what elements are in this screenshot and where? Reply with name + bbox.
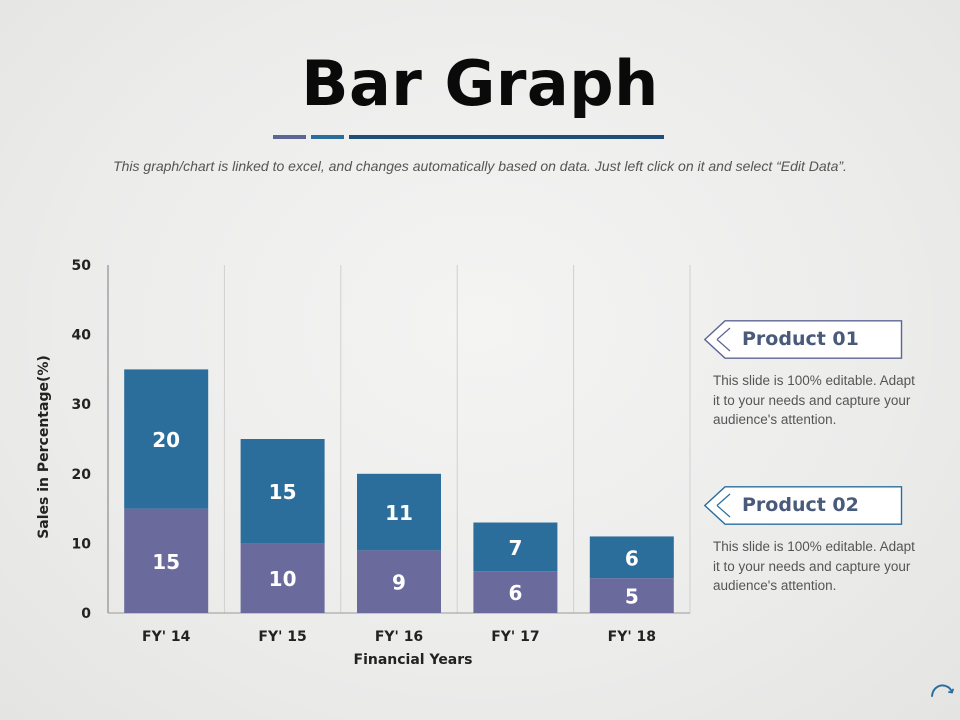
data-label: 6 <box>625 546 639 570</box>
page-title: Bar Graph <box>301 47 659 120</box>
product-02-label: Product 02 <box>742 494 859 516</box>
bar-segment <box>124 369 209 509</box>
bar-segment <box>240 543 325 613</box>
bar-segment <box>240 439 325 544</box>
callout-arrow-shape <box>704 320 903 359</box>
bar-segment <box>357 550 441 613</box>
data-label: 20 <box>152 428 180 452</box>
x-tick-label: FY' 16 <box>375 629 423 645</box>
x-tick-label: FY' 17 <box>491 629 539 645</box>
product-02-callout: Product 02 <box>704 486 903 525</box>
bar-segment <box>473 522 558 572</box>
data-label: 15 <box>269 480 297 504</box>
data-label: 6 <box>508 581 522 605</box>
data-label: 10 <box>269 567 297 591</box>
bar-segment <box>589 536 674 579</box>
title-underline-segment <box>311 135 344 139</box>
product-01-description: This slide is 100% editable. Adapt it to… <box>713 373 915 427</box>
callout-arrow-shape <box>704 486 903 525</box>
product-01-callout: Product 01 <box>704 320 903 359</box>
y-axis-label: Sales in Percentage(%) <box>36 355 52 539</box>
y-tick-label: 40 <box>72 328 92 344</box>
title-underline-segment <box>349 135 664 139</box>
data-label: 15 <box>152 550 180 574</box>
y-tick-label: 0 <box>81 606 91 622</box>
x-tick-label: FY' 18 <box>608 629 656 645</box>
y-tick-label: 20 <box>72 467 92 483</box>
x-axis-label: Financial Years <box>353 652 473 668</box>
data-label: 7 <box>508 536 522 560</box>
bar-segment <box>124 508 209 613</box>
data-label: 5 <box>625 585 639 609</box>
subtitle: This graph/chart is linked to excel, and… <box>113 158 847 174</box>
y-tick-label: 10 <box>72 536 92 552</box>
x-tick-label: FY' 14 <box>142 629 191 645</box>
data-label: 11 <box>385 501 413 525</box>
product-01-label: Product 01 <box>742 328 859 350</box>
product-02-description: This slide is 100% editable. Adapt it to… <box>713 539 915 593</box>
y-tick-label: 50 <box>72 258 92 274</box>
swirl-icon <box>931 684 954 697</box>
data-label: 9 <box>392 571 406 595</box>
bar-segment <box>589 578 674 613</box>
title-underline-segment <box>273 135 306 139</box>
bar-segment <box>473 571 558 613</box>
bar-segment <box>357 473 441 551</box>
x-tick-label: FY' 15 <box>258 629 306 645</box>
y-tick-label: 30 <box>72 397 92 413</box>
